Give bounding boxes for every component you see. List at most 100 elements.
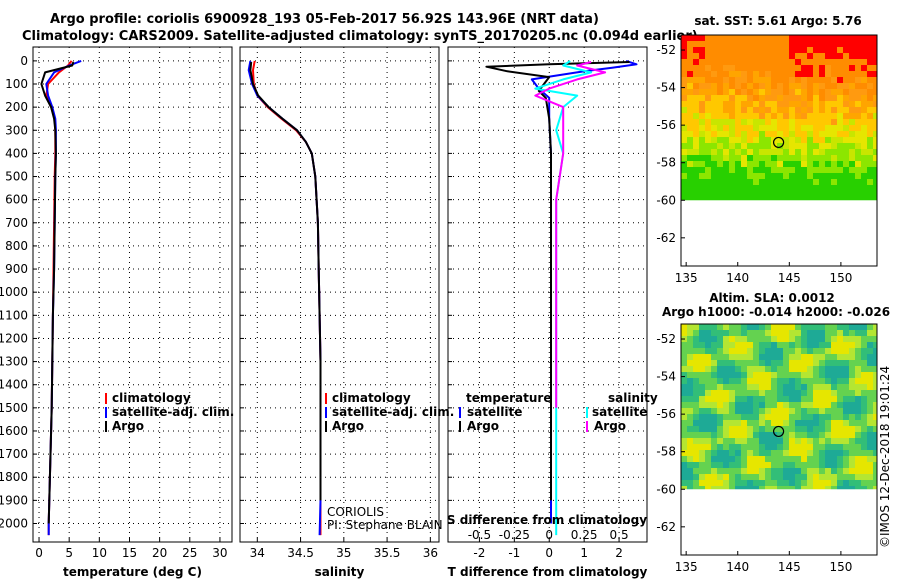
temperature-legend-label: climatology — [112, 391, 191, 405]
sla_map-xtick-label: 150 — [829, 560, 852, 574]
temperature-xtick-label: 10 — [92, 546, 107, 560]
sla_map-ytick-label: -54 — [656, 370, 676, 384]
salinity-xtick-label: 36 — [423, 546, 438, 560]
salinity-series-satellite-adj-clim- — [247, 60, 322, 536]
temperature-series-argo — [40, 61, 75, 524]
sla_map-ytick-label: -60 — [656, 482, 676, 496]
temperature-legend-swatch — [105, 393, 107, 404]
depth-tick-label: 1700 — [0, 447, 28, 461]
salinity-legend-swatch — [325, 393, 327, 404]
temperature-xtick-label: 30 — [212, 546, 227, 560]
salinity-legend-label: satellite-adj. clim. — [332, 405, 454, 419]
temperature-xtick-label: 20 — [152, 546, 167, 560]
temperature-xtick-label: 15 — [122, 546, 137, 560]
temperature-plot-frame — [32, 46, 233, 543]
difference-legend-title-left: temperature — [466, 391, 551, 405]
depth-tick-label: 1400 — [0, 378, 28, 392]
salinity-series-argo — [249, 61, 322, 501]
sla_map-heatmap-cells — [681, 324, 877, 490]
sla_map-map-frame — [680, 323, 878, 556]
salinity-legend-swatch — [325, 407, 327, 418]
difference-top-tick-label: 0 — [545, 528, 553, 542]
temperature-xtick-label: 5 — [65, 546, 73, 560]
sst_map-map-frame — [680, 34, 878, 267]
difference-series-s-argo — [534, 61, 607, 408]
depth-tick-label: 1500 — [0, 401, 28, 415]
difference-xtick-label: 2 — [615, 546, 623, 560]
depth-tick-label: 1800 — [0, 470, 28, 484]
sst-map-title: sat. SST: 5.61 Argo: 5.76 — [694, 14, 861, 28]
sst_map-ytick-label: -54 — [656, 81, 676, 95]
depth-tick-label: 1900 — [0, 493, 28, 507]
salinity-legend-label: climatology — [332, 391, 411, 405]
depth-tick-label: 2000 — [0, 516, 28, 530]
difference-series-s-satellite — [534, 60, 593, 536]
depth-tick-label: 1100 — [0, 308, 28, 322]
sla_map-ytick-label: -58 — [656, 445, 676, 459]
difference-xlabel: T difference from climatology — [448, 565, 648, 579]
depth-tick-label: 800 — [5, 239, 28, 253]
difference-top-tick-label: -0.5 — [468, 528, 491, 542]
sst_map-argo-position-marker — [772, 136, 785, 149]
difference-top-tick-label: -0.25 — [499, 528, 530, 542]
chart-title-line2: Climatology: CARS2009. Satellite-adjuste… — [22, 29, 698, 44]
sla_map-xtick-label: 145 — [778, 560, 801, 574]
sst_map-xtick-label: 140 — [726, 271, 749, 285]
salinity-legend-swatch — [325, 421, 327, 432]
difference-xtick-label: -2 — [473, 546, 485, 560]
salinity-xtick-label: 35 — [336, 546, 351, 560]
salinity-xtick-label: 34 — [250, 546, 265, 560]
depth-tick-label: 100 — [5, 77, 28, 91]
salinity-plot-frame — [239, 46, 440, 543]
salinity-annotation-line2: PI: Stephane BLAIN — [327, 518, 443, 532]
depth-tick-label: 700 — [5, 216, 28, 230]
sla_map-ytick-label: -62 — [656, 520, 676, 534]
difference-legend-swatch — [459, 421, 461, 432]
difference-top-tick-label: 0.25 — [571, 528, 598, 542]
sla_map-xtick-label: 140 — [726, 560, 749, 574]
depth-tick-label: 900 — [5, 262, 28, 276]
sla-map-subtitle: Argo h1000: -0.014 h2000: -0.026 — [662, 305, 890, 319]
difference-legend-title-right: salinity — [608, 391, 658, 405]
difference-xtick-label: 0 — [545, 546, 553, 560]
sst_map-ytick-label: -60 — [656, 193, 676, 207]
sla_map-argo-position-marker — [772, 425, 785, 438]
temperature-xlabel: temperature (deg C) — [63, 565, 202, 579]
salinity-xtick-label: 34.5 — [287, 546, 314, 560]
depth-tick-label: 1600 — [0, 424, 28, 438]
sst_map-heatmap-cells — [681, 35, 877, 201]
difference-top-xlabel: S difference from climatology — [447, 513, 647, 527]
sla_map-ytick-label: -52 — [656, 332, 676, 346]
sla-map-title: Altim. SLA: 0.0012 — [709, 291, 835, 305]
salinity-series-climatology — [252, 60, 322, 536]
sla_map-xtick-label: 135 — [675, 560, 698, 574]
temperature-legend-label: satellite-adj. clim. — [112, 405, 234, 419]
difference-xtick-label: -1 — [508, 546, 520, 560]
sst_map-ytick-label: -62 — [656, 231, 676, 245]
salinity-xtick-label: 35.5 — [374, 546, 401, 560]
difference-series-t-argo — [485, 61, 630, 501]
difference-legend-swatch — [586, 421, 588, 432]
sst_map-xtick-label: 135 — [675, 271, 698, 285]
sla_map-ytick-label: -56 — [656, 407, 676, 421]
temperature-legend-label: Argo — [112, 419, 144, 433]
depth-tick-label: 400 — [5, 146, 28, 160]
difference-legend-label: Argo — [594, 419, 626, 433]
salinity-xlabel: salinity — [315, 565, 365, 579]
sst_map-ytick-label: -52 — [656, 43, 676, 57]
chart-title-line1: Argo profile: coriolis 6900928_193 05-Fe… — [50, 12, 599, 27]
depth-tick-label: 1000 — [0, 285, 28, 299]
depth-tick-label: 500 — [5, 170, 28, 184]
difference-legend-label: Argo — [467, 419, 499, 433]
difference-plot-frame — [447, 46, 648, 543]
depth-tick-label: 1300 — [0, 355, 28, 369]
difference-xtick-label: 1 — [580, 546, 588, 560]
difference-legend-label: satellite — [467, 405, 522, 419]
sst_map-ytick-label: -58 — [656, 156, 676, 170]
temperature-legend-swatch — [105, 407, 107, 418]
temperature-xtick-label: 25 — [182, 546, 197, 560]
sst_map-ytick-label: -56 — [656, 118, 676, 132]
difference-legend-swatch — [459, 407, 461, 418]
salinity-legend-label: Argo — [332, 419, 364, 433]
